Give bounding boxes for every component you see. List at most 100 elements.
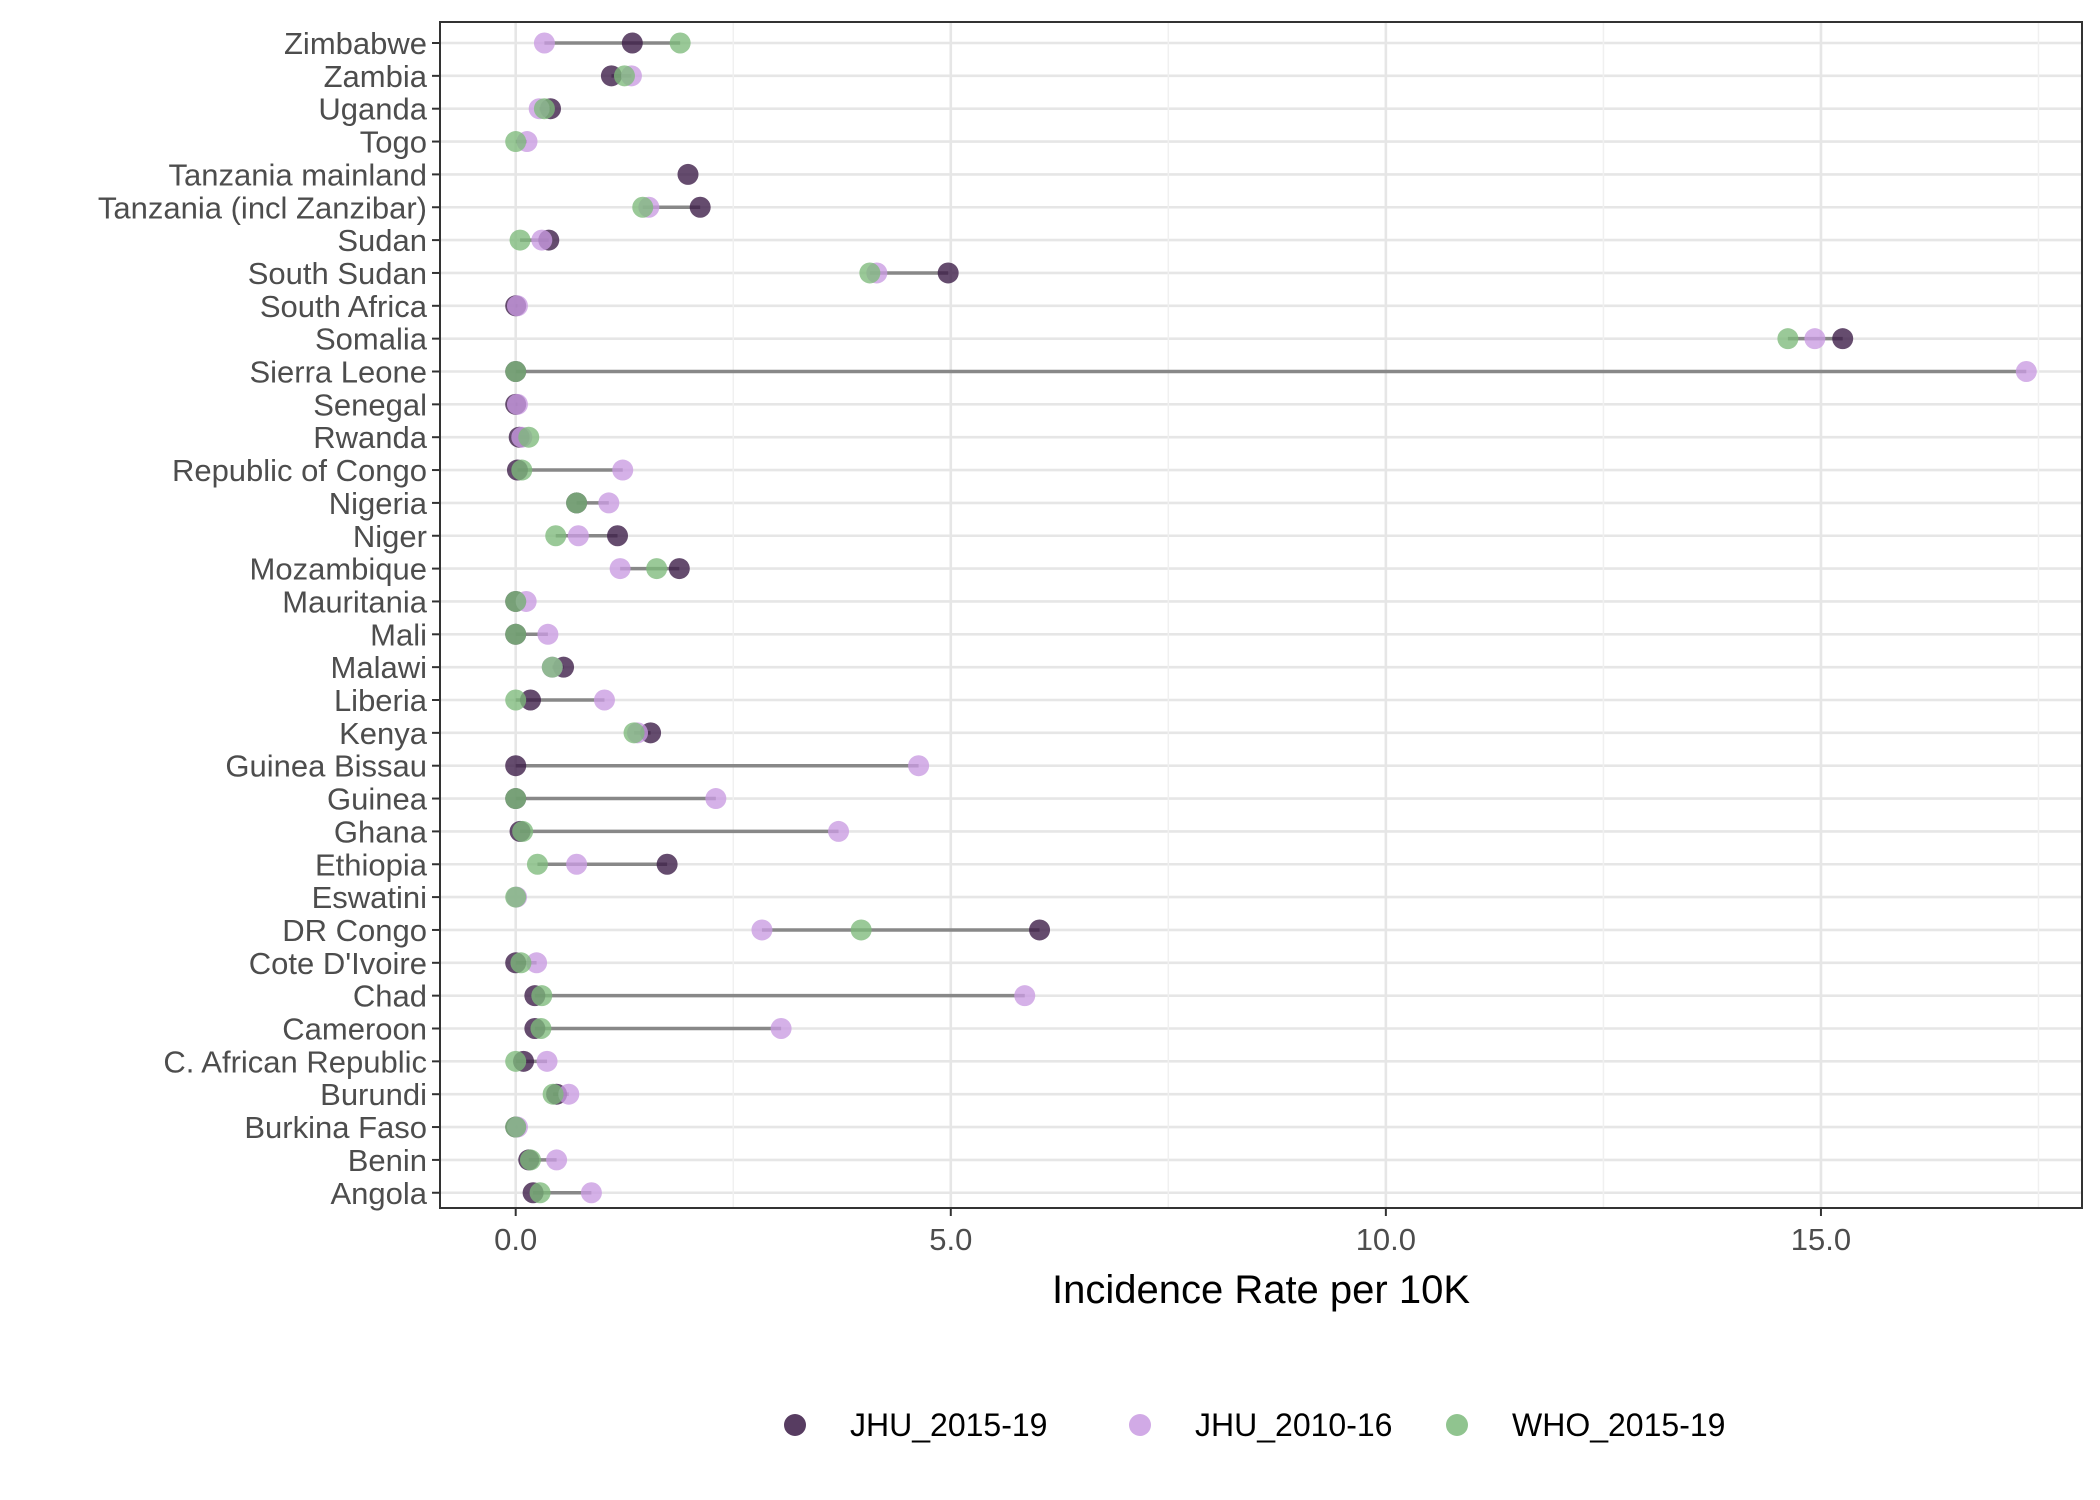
data-point	[598, 492, 620, 514]
y-tick-label: Nigeria	[329, 486, 428, 521]
y-tick-label: Somalia	[315, 322, 428, 357]
data-point	[580, 1182, 602, 1204]
data-point	[506, 393, 528, 415]
data-point	[613, 65, 635, 87]
data-point	[1029, 919, 1051, 941]
y-tick-label: Tanzania (incl Zanzibar)	[98, 190, 427, 225]
data-point	[519, 689, 541, 711]
data-point	[1014, 985, 1036, 1007]
minor-grid	[732, 22, 2040, 1208]
y-tick-label: South Africa	[260, 289, 428, 324]
y-tick-label: Zimbabwe	[284, 26, 427, 61]
data-point	[545, 525, 567, 547]
y-tick-label: Mauritania	[282, 584, 427, 619]
data-point	[621, 32, 643, 54]
plot-panel-border	[439, 21, 2083, 1209]
data-point	[2015, 361, 2037, 382]
data-point	[908, 755, 930, 777]
y-tick-label: Cameroon	[282, 1012, 427, 1047]
y-tick-label: South Sudan	[248, 256, 427, 291]
y-tick-label: Tanzania mainland	[168, 157, 427, 192]
y-tick-label: Kenya	[339, 716, 428, 751]
legend: JHU_2015-19 JHU_2010-16 WHO_2015-19	[784, 1407, 1725, 1443]
data-point	[937, 262, 959, 284]
data-point	[770, 1018, 792, 1039]
legend-label: JHU_2010-16	[1195, 1407, 1392, 1443]
data-point	[751, 919, 773, 941]
data-point	[519, 1149, 541, 1171]
x-tick-label: 0.0	[494, 1222, 537, 1257]
y-tick-label: Cote D'Ivoire	[249, 946, 427, 981]
x-tick-label: 10.0	[1356, 1222, 1416, 1257]
data-point	[1804, 328, 1826, 350]
data-point	[677, 163, 699, 185]
y-tick-label: Liberia	[334, 683, 428, 718]
data-point	[689, 196, 711, 218]
y-tick-label: Burkina Faso	[244, 1110, 427, 1145]
data-point	[526, 853, 548, 875]
y-tick-label: Republic of Congo	[172, 453, 427, 488]
y-tick-label: Zambia	[324, 59, 428, 94]
data-point	[511, 459, 533, 481]
data-point	[505, 755, 527, 777]
data-point	[533, 32, 555, 54]
data-point	[566, 492, 588, 514]
y-tick-label: Chad	[353, 979, 427, 1014]
y-tick-label: Guinea Bissau	[225, 749, 427, 784]
y-tick-label: Senegal	[313, 387, 427, 422]
data-point	[505, 886, 527, 908]
data-point	[505, 1050, 527, 1072]
legend-key	[1446, 1414, 1468, 1436]
data-point	[505, 788, 527, 810]
data-point	[505, 623, 527, 645]
data-point	[512, 820, 534, 842]
y-tick-label: Sierra Leone	[249, 355, 427, 390]
data-point	[558, 1083, 580, 1105]
data-point	[593, 689, 615, 711]
y-tick-label: Sudan	[337, 223, 427, 258]
data-point	[536, 1050, 558, 1072]
data-point	[505, 361, 527, 382]
series-WHO_2015-19	[505, 32, 1799, 1204]
y-tick-label: DR Congo	[282, 913, 427, 948]
data-point	[505, 1116, 527, 1138]
y-tick-label: Burundi	[320, 1077, 427, 1112]
x-tick-label: 15.0	[1791, 1222, 1851, 1257]
data-point	[609, 558, 631, 580]
y-tick-label: Malawi	[331, 650, 427, 685]
y-tick-label: Mozambique	[250, 552, 427, 587]
data-point	[510, 952, 532, 974]
y-tick-label: Uganda	[318, 92, 427, 127]
y-tick-label: Benin	[348, 1143, 427, 1178]
data-point	[542, 1083, 564, 1105]
data-point	[541, 656, 563, 678]
data-point	[1832, 328, 1854, 350]
y-tick-label: Eswatini	[312, 880, 427, 915]
data-point	[518, 426, 540, 448]
data-point	[828, 820, 850, 842]
data-point	[1777, 328, 1799, 350]
x-axis-title: Incidence Rate per 10K	[1052, 1268, 1470, 1312]
x-axis: 0.0 5.0 10.0 15.0	[494, 1208, 1851, 1257]
y-tick-label: Togo	[360, 125, 427, 160]
data-point	[850, 919, 872, 941]
data-point	[656, 853, 678, 875]
data-point	[607, 525, 629, 547]
major-grid	[440, 22, 2082, 1208]
data-point	[529, 1182, 551, 1204]
data-point	[632, 196, 654, 218]
y-tick-label: Ghana	[334, 814, 428, 849]
series-JHU_2010-16	[506, 32, 2037, 1204]
data-point	[669, 32, 691, 54]
data-point	[612, 459, 634, 481]
data-point	[530, 1018, 552, 1039]
data-point	[505, 590, 527, 612]
legend-key	[784, 1414, 806, 1436]
y-tick-label: Niger	[353, 519, 427, 554]
data-point	[623, 722, 645, 744]
y-tick-label: Guinea	[327, 782, 428, 817]
data-point	[531, 229, 553, 251]
data-point	[505, 131, 527, 153]
legend-label: WHO_2015-19	[1512, 1407, 1725, 1443]
